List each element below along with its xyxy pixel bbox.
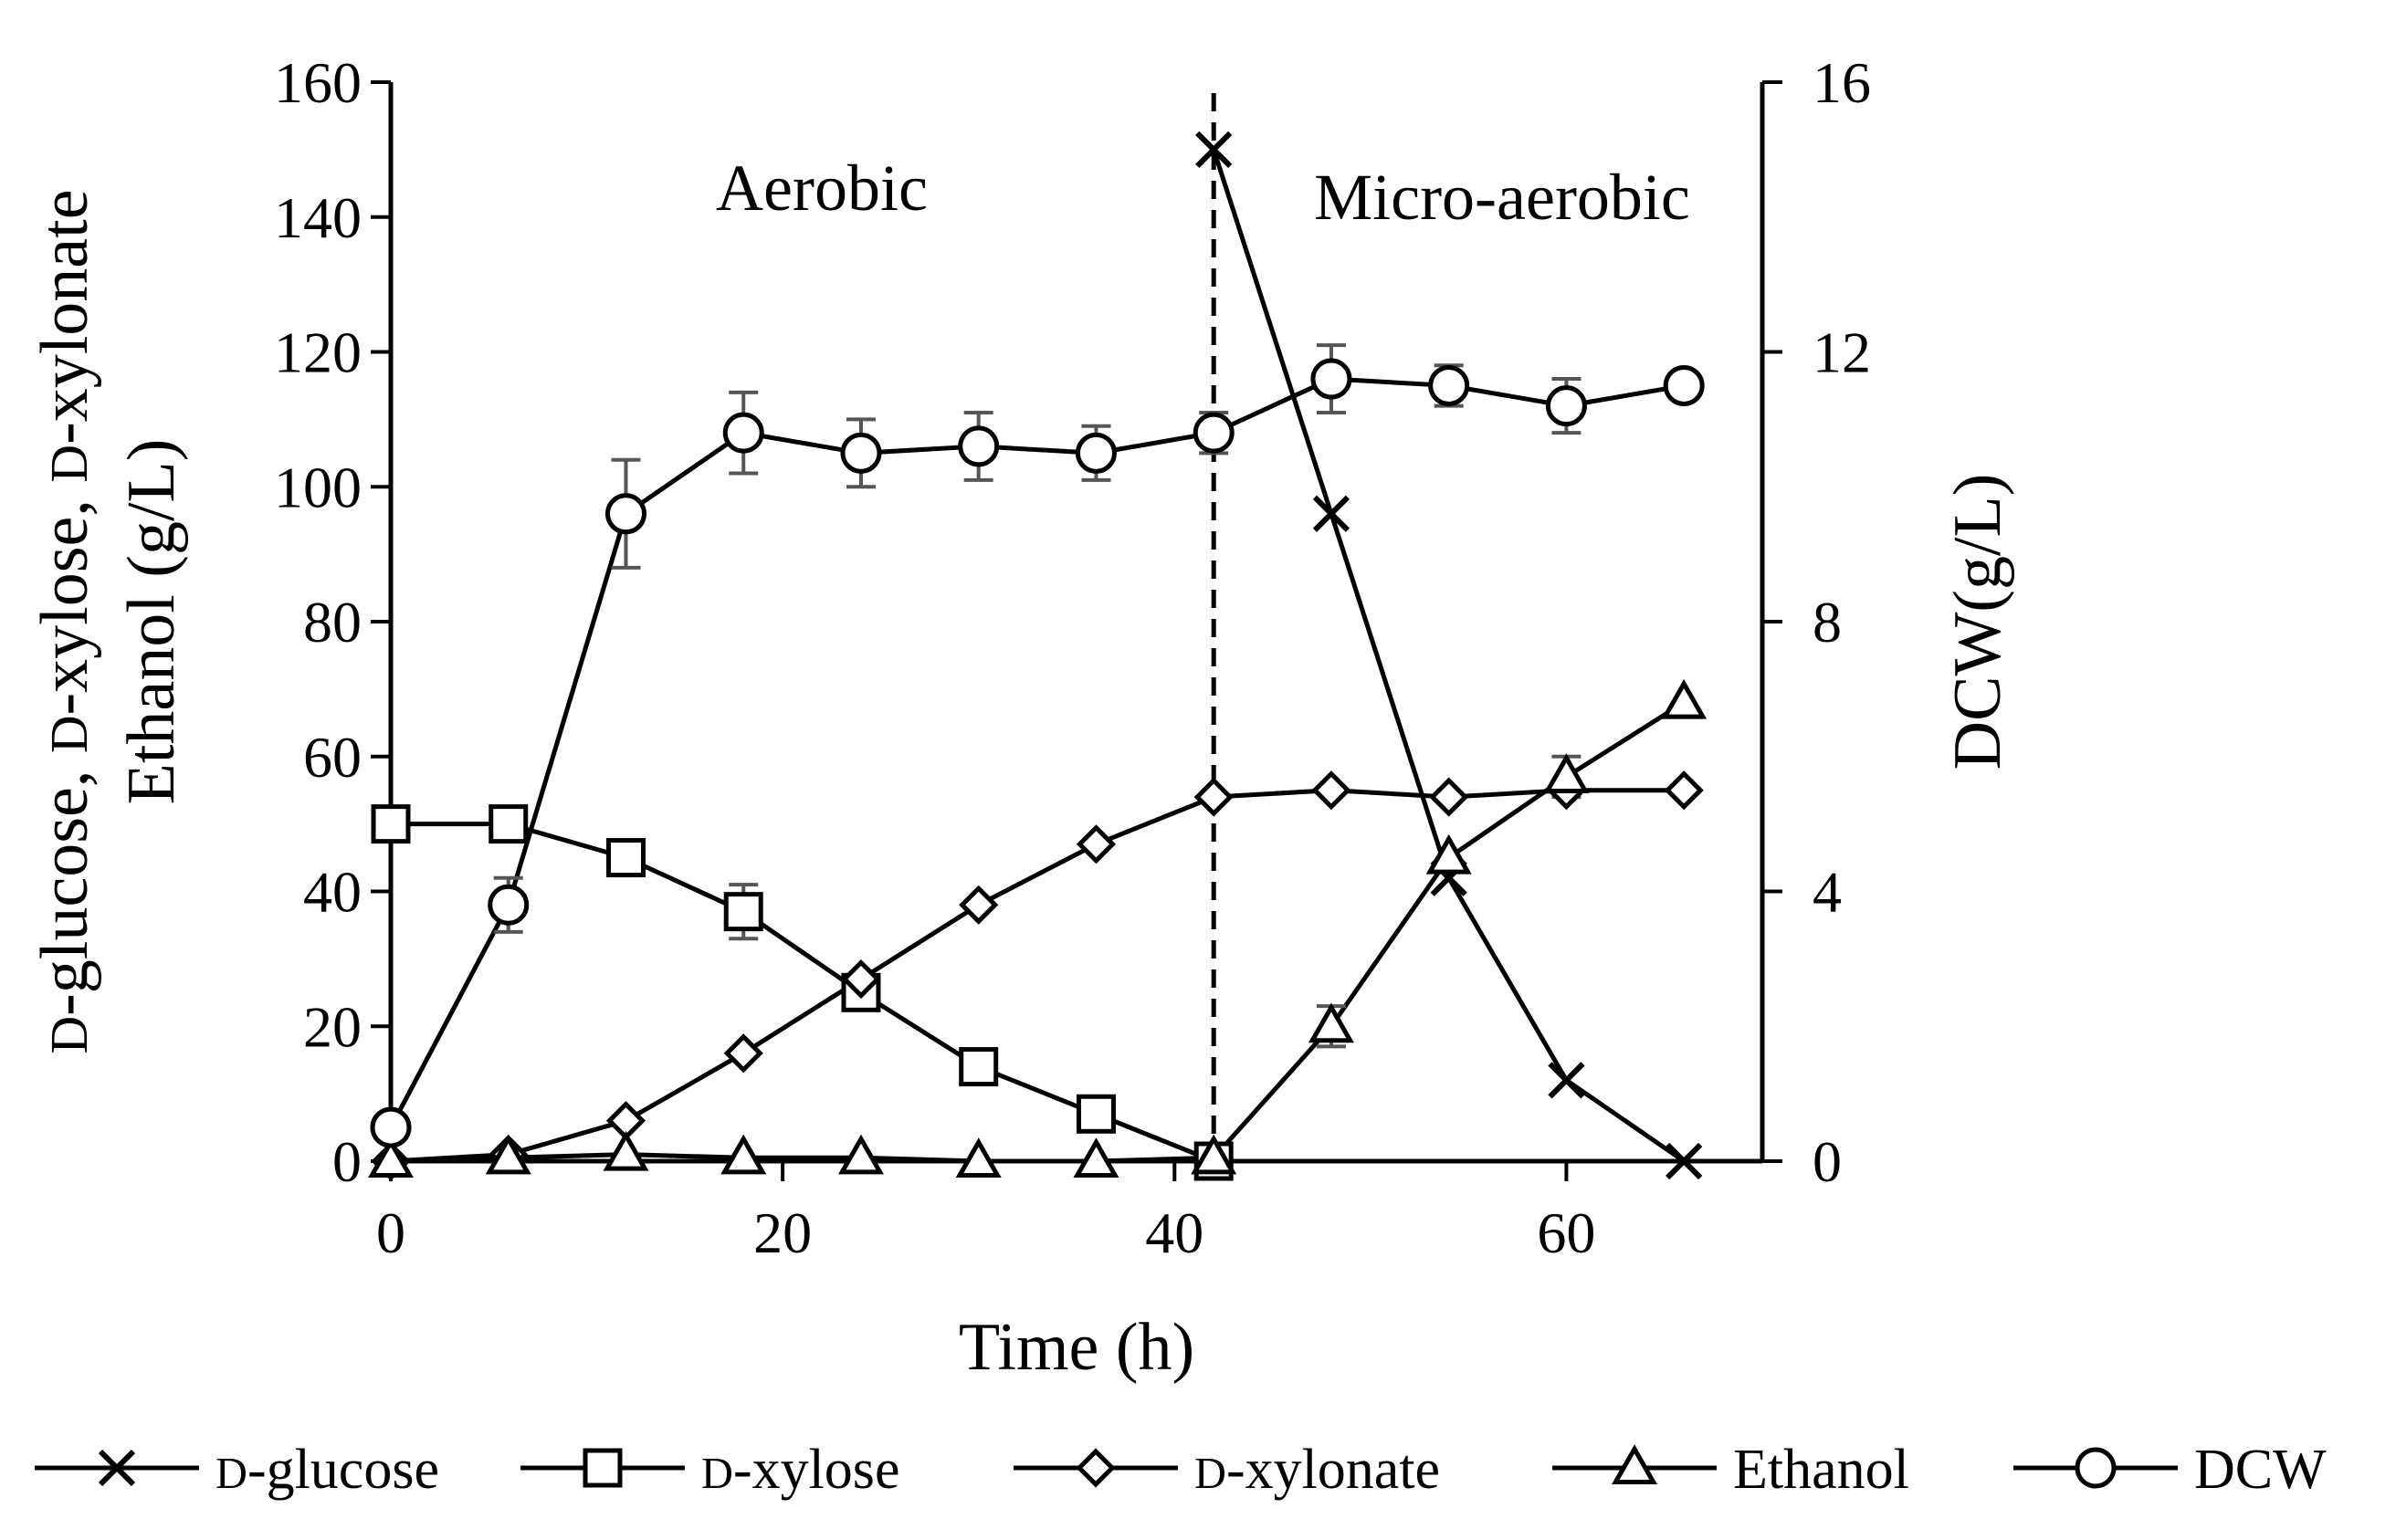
data-point-ethanol [1308, 1002, 1354, 1043]
data-point-dcw [840, 432, 882, 474]
right-tick-label-16: 16 [1813, 50, 1871, 115]
data-point-dcw [958, 425, 1000, 467]
data-point-d-xylonate [1311, 770, 1351, 811]
data-point-d-xylonate [723, 1033, 763, 1074]
right-axis-title: DCW(g/L) [1940, 474, 2015, 770]
data-point-d-glucose [1312, 495, 1350, 532]
left-axis-title-line2: Ethanol (g/L) [114, 439, 189, 805]
legend-label-d-glucose: D-glucose [215, 1439, 439, 1501]
data-point-d-xylonate [959, 885, 999, 925]
legend-label-d-xylose: D-xylose [701, 1439, 899, 1501]
data-point-ethanol [1073, 1137, 1119, 1179]
data-point-d-xylonate [1076, 824, 1117, 864]
legend-label-dcw: DCW [2194, 1439, 2327, 1501]
data-point-dcw [1193, 412, 1235, 454]
data-point-d-xylonate [1664, 770, 1704, 811]
data-point-dcw [1663, 364, 1705, 406]
x-tick-label-40: 40 [1145, 1200, 1203, 1265]
legend-label-ethanol: Ethanol [1733, 1439, 1909, 1501]
data-point-ethanol [955, 1137, 1002, 1179]
right-tick-label-8: 8 [1813, 590, 1842, 655]
data-point-d-xylose [723, 892, 763, 932]
left-tick-label-20: 20 [303, 994, 362, 1059]
left-tick-label-160: 160 [274, 50, 362, 115]
data-point-ethanol [1543, 753, 1590, 793]
left-tick-label-60: 60 [303, 725, 362, 790]
data-point-d-xylose [371, 804, 411, 844]
legend-marker-d-xylonate [1076, 1448, 1116, 1488]
left-tick-label-120: 120 [274, 320, 362, 385]
left-tick-label-40: 40 [303, 860, 362, 925]
legend-marker-d-glucose [98, 1449, 136, 1487]
legend-label-d-xylonate: D-xylonate [1194, 1439, 1440, 1501]
data-point-dcw [1075, 432, 1117, 474]
data-point-dcw [370, 1106, 412, 1148]
series-line-dcw [388, 376, 1685, 1129]
data-point-ethanol [1191, 1134, 1237, 1175]
data-point-ethanol [603, 1130, 649, 1171]
series-line-d-xylonate [390, 788, 1685, 1164]
phase-label-micro-aerobic: Micro-aerobic [1314, 161, 1690, 234]
series-line-d-glucose [1211, 149, 1686, 1164]
data-point-d-xylose [1076, 1094, 1116, 1134]
data-point-dcw [1310, 358, 1352, 400]
x-axis-title: Time (h) [959, 1310, 1194, 1385]
data-point-d-xylonate [1193, 777, 1234, 817]
data-point-dcw [488, 884, 530, 926]
data-point-dcw [1428, 364, 1470, 406]
legend-marker-ethanol [1611, 1444, 1658, 1485]
data-point-ethanol [1661, 678, 1708, 719]
data-point-ethanol [720, 1134, 767, 1175]
data-point-dcw [1545, 385, 1587, 427]
data-point-ethanol [837, 1134, 884, 1175]
x-tick-label-20: 20 [753, 1200, 812, 1265]
data-point-ethanol [367, 1137, 415, 1179]
data-point-d-xylonate [841, 959, 881, 1000]
legend-marker-d-xylose [583, 1448, 623, 1488]
right-tick-label-0: 0 [1813, 1129, 1842, 1194]
left-axis-title-line1: D-glucose, D-xylose, D-xylonate [27, 189, 102, 1053]
x-tick-label-0: 0 [376, 1200, 405, 1265]
left-tick-label-100: 100 [274, 455, 362, 519]
data-point-d-glucose [1195, 131, 1233, 168]
phase-label-aerobic: Aerobic [716, 152, 928, 225]
data-point-d-xylose [959, 1047, 999, 1087]
right-tick-label-4: 4 [1813, 860, 1842, 925]
data-point-d-glucose [1548, 1062, 1585, 1099]
x-tick-label-60: 60 [1537, 1200, 1595, 1265]
data-point-dcw [722, 412, 764, 454]
left-tick-label-80: 80 [303, 590, 362, 655]
legend-marker-dcw [2075, 1447, 2117, 1489]
data-point-ethanol [485, 1134, 531, 1175]
data-point-d-xylonate [1429, 777, 1469, 817]
series-line-ethanol [390, 700, 1686, 1164]
left-tick-label-0: 0 [332, 1129, 362, 1194]
data-point-dcw [604, 493, 646, 535]
left-tick-label-140: 140 [274, 185, 362, 250]
data-point-d-glucose [1666, 1142, 1703, 1180]
data-point-ethanol [1425, 833, 1472, 875]
data-point-d-xylose [489, 804, 529, 844]
data-point-d-xylose [605, 838, 646, 878]
right-tick-label-12: 12 [1813, 320, 1871, 385]
